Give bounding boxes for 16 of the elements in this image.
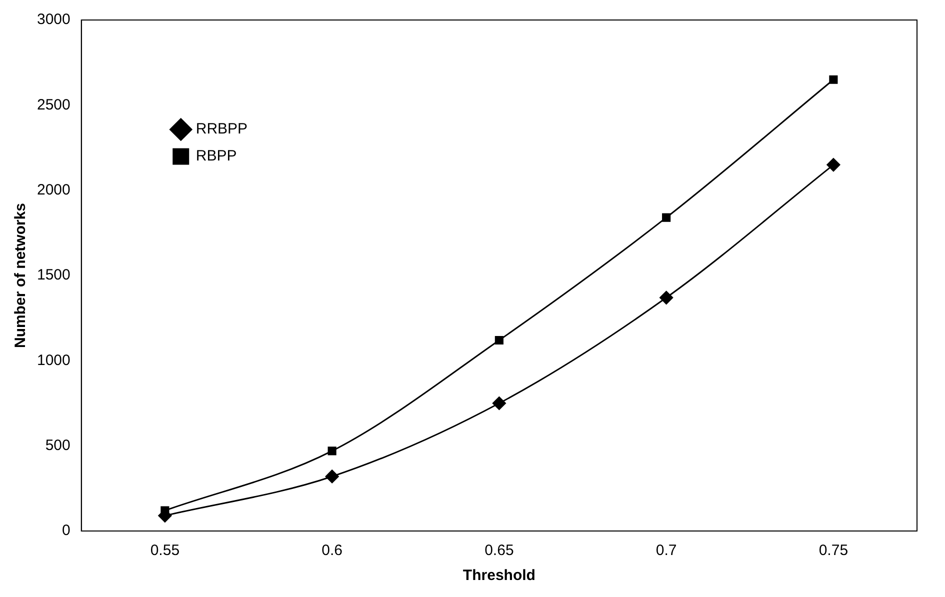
y-tick-label: 0 (62, 522, 70, 540)
legend-label: RBPP (196, 148, 237, 165)
x-tick-label: 0.6 (322, 542, 342, 560)
y-tick-label: 1000 (36, 352, 70, 369)
y-tick-label: 2500 (36, 96, 70, 114)
x-axis-title: Threshold (462, 567, 536, 584)
y-tick-label: 3000 (36, 11, 70, 28)
x-tick-label: 0.75 (818, 542, 848, 560)
x-tick-label: 0.65 (484, 542, 514, 560)
y-tick-label: 2000 (36, 181, 70, 198)
y-tick-label: 500 (45, 436, 70, 454)
legend-label: RRBPP (196, 120, 248, 138)
y-axis-title: Number of networks (12, 202, 30, 348)
x-tick-label: 0.7 (656, 542, 677, 560)
y-tick-label: 1500 (36, 266, 70, 284)
x-tick-label: 0.55 (150, 542, 180, 560)
